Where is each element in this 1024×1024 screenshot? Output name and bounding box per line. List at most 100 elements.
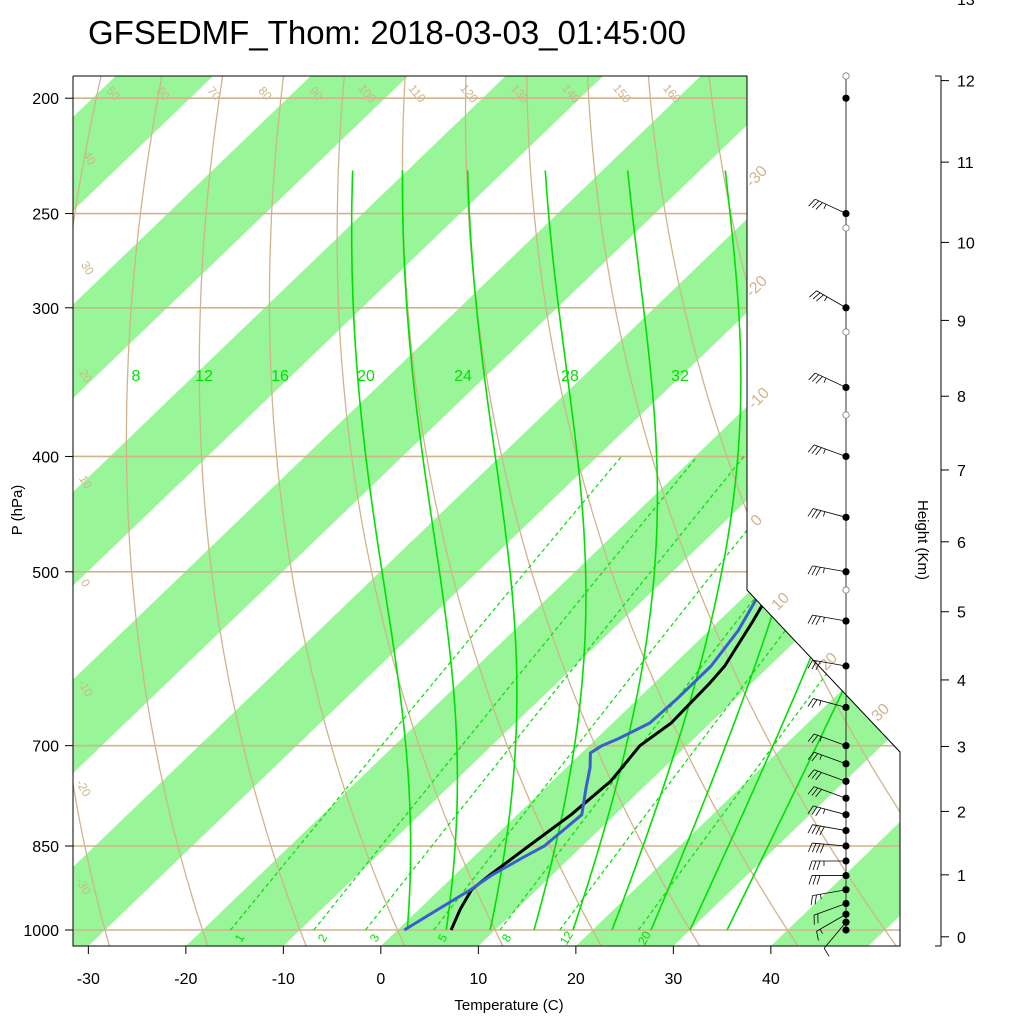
- dry-adiabat: [125, 76, 251, 946]
- moist-adiabat-label: 24: [454, 368, 472, 385]
- wind-barb-flag: [808, 198, 816, 207]
- wind-barb: [816, 913, 847, 932]
- dry-adiabat: [855, 76, 900, 946]
- wind-barb-flag: [819, 826, 825, 836]
- dry-adiabat: [804, 76, 900, 946]
- wind-barb-flag: [811, 566, 817, 576]
- height-axis-title: Height (Km): [914, 500, 931, 580]
- wind-barb: [812, 659, 847, 667]
- dry-adiabat-label: 110: [406, 82, 429, 106]
- isotherm-label: 30: [869, 700, 894, 725]
- wind-barb-flag: [807, 824, 813, 834]
- mixing-ratio-label: 20: [635, 928, 654, 947]
- moist-adiabat-label: 8: [132, 368, 141, 385]
- wind-barb-flag: [807, 769, 815, 778]
- wind-barb: [812, 824, 847, 831]
- wind-barb-flag: [815, 202, 823, 210]
- wind-barb-flag: [815, 567, 821, 576]
- isotherm-band: [541, 76, 900, 946]
- moist-adiabat-label: 16: [271, 368, 289, 385]
- dry-adiabat-label: 40: [80, 149, 99, 168]
- wind-barb-flag: [816, 931, 819, 941]
- dry-adiabat-label: -20: [73, 777, 94, 799]
- wind-barb-flag: [811, 509, 818, 518]
- temperature-tick-label: 40: [762, 971, 780, 988]
- wind-barb-flag: [824, 296, 828, 302]
- temperature-tick-label: -30: [77, 971, 100, 988]
- chart-title: GFSEDMF_Thom: 2018-03-03_01:45:00: [88, 14, 686, 51]
- wind-barb: [815, 372, 847, 388]
- pressure-tick-label: 500: [32, 565, 59, 582]
- dry-adiabat: [957, 0, 1024, 955]
- wind-barb-flag: [807, 733, 815, 742]
- wind-barb: [812, 565, 847, 573]
- wind-barb-flag: [808, 372, 816, 381]
- mixing-ratio-label: 12: [557, 928, 576, 947]
- height-tick-label: 6: [957, 535, 966, 552]
- wind-barb: [812, 614, 847, 622]
- wind-barb-column: [807, 72, 850, 957]
- wind-barb: [813, 444, 847, 457]
- wind-barb-flag: [811, 445, 819, 454]
- dry-adiabat-label: 120: [457, 81, 481, 106]
- height-tick-label: 0: [957, 930, 966, 947]
- pressure-tick-label: 850: [32, 839, 59, 856]
- isotherm-label: -10: [745, 385, 773, 413]
- wind-barb: [813, 698, 847, 708]
- wind-barb-flag: [807, 786, 815, 795]
- wind-barb: [813, 903, 847, 916]
- x-axis-title: Temperature (C): [454, 997, 563, 1014]
- dry-adiabat: [585, 76, 900, 946]
- chart-axes: 1001502002503004005007008501000-30-20-10…: [23, 0, 974, 988]
- wind-level-open-dot: [842, 72, 850, 80]
- wind-barb-flag: [816, 875, 821, 885]
- wind-barb-flag: [811, 770, 819, 779]
- wind-barb-flag: [823, 511, 826, 517]
- wind-barb-flag: [807, 751, 815, 760]
- mixing-ratio-label: 3: [367, 931, 383, 944]
- y-axis-title: P (hPa): [9, 485, 26, 536]
- height-tick-label: 1: [957, 868, 966, 885]
- temperature-tick-label: 10: [469, 971, 487, 988]
- wind-barb-flag: [816, 294, 824, 302]
- wind-barb-flag: [811, 735, 819, 744]
- wind-level-open-dot: [842, 586, 850, 594]
- wind-level-dot: [842, 703, 850, 711]
- wind-barb-flag: [812, 292, 821, 300]
- wind-barb-flag: [819, 700, 822, 706]
- wind-barb-flag: [823, 567, 825, 573]
- dry-adiabat-label: 30: [78, 259, 97, 278]
- height-tick-label: 13: [957, 0, 975, 9]
- wind-barb-flag: [809, 290, 817, 298]
- wind-level-open-dot: [842, 328, 850, 336]
- wind-barb-flag: [807, 444, 815, 453]
- wind-barb: [823, 921, 847, 949]
- dry-adiabat-label: 150: [610, 81, 634, 106]
- height-tick-label: 9: [957, 313, 966, 330]
- wind-barb-flag: [816, 860, 821, 871]
- temperature-tick-label: 0: [376, 971, 385, 988]
- wind-barb-flag: [811, 660, 817, 670]
- moist-adiabat-label: 20: [357, 368, 375, 385]
- wind-level-dot: [842, 926, 850, 934]
- wind-barb-flag: [823, 448, 826, 454]
- moist-adiabat: [689, 170, 900, 931]
- wind-barb-flag: [811, 753, 819, 762]
- wind-barb-flag: [807, 698, 814, 707]
- wind-barb: [813, 751, 847, 765]
- wind-barb: [812, 889, 847, 897]
- temperature-tick-label: 30: [664, 971, 682, 988]
- wind-barb: [813, 786, 847, 799]
- wind-barb-flag: [811, 806, 818, 816]
- temperature-tick-label: -10: [272, 971, 295, 988]
- pressure-tick-label: 700: [32, 739, 59, 756]
- dry-adiabat-lines: [73, 0, 1024, 955]
- wind-barb-flag: [807, 614, 813, 624]
- dewpoint-profile: [403, 169, 900, 932]
- plot-border: [72, 75, 901, 947]
- wind-level-open-dot: [842, 224, 850, 232]
- dry-adiabat: [1008, 0, 1024, 955]
- wind-barb-flag: [808, 875, 813, 885]
- isotherm-label: 10: [769, 589, 794, 614]
